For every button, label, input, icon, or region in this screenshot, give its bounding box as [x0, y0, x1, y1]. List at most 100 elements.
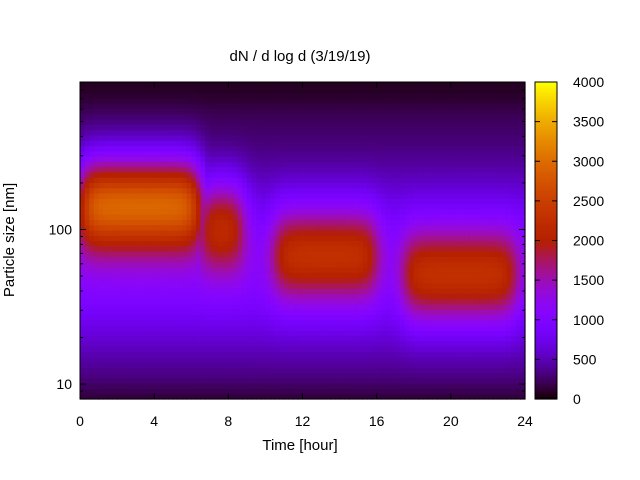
- heatmap-cell: [130, 203, 137, 210]
- heatmap-cell: [399, 108, 406, 115]
- heatmap-cell: [130, 140, 137, 146]
- heatmap-cell: [325, 87, 331, 94]
- heatmap-cell: [413, 277, 419, 284]
- heatmap-cell: [358, 351, 364, 358]
- heatmap-cell: [274, 282, 280, 289]
- heatmap-cell: [265, 256, 271, 263]
- heatmap-cell: [107, 309, 114, 316]
- heatmap-cell: [423, 330, 429, 337]
- heatmap-cell: [311, 372, 318, 379]
- heatmap-cell: [195, 293, 202, 300]
- heatmap-cell: [344, 335, 350, 342]
- heatmap-cell: [307, 298, 313, 305]
- heatmap-cell: [177, 340, 183, 347]
- heatmap-cell: [214, 288, 220, 294]
- heatmap-cell: [344, 198, 350, 205]
- heatmap-cell: [385, 108, 392, 115]
- heatmap-cell: [98, 393, 104, 400]
- heatmap-cell: [348, 303, 355, 310]
- heatmap-cell: [288, 155, 294, 162]
- heatmap-cell: [307, 335, 313, 342]
- heatmap-cell: [321, 362, 327, 368]
- heatmap-cell: [256, 245, 262, 252]
- heatmap-cell: [334, 103, 341, 110]
- heatmap-cell: [256, 330, 262, 337]
- heatmap-cell: [140, 330, 146, 337]
- heatmap-cell: [103, 108, 109, 115]
- heatmap-cell: [181, 335, 188, 342]
- heatmap-cell: [154, 224, 160, 231]
- heatmap-cell: [205, 235, 211, 242]
- heatmap-cell: [181, 266, 188, 273]
- heatmap-cell: [390, 192, 396, 199]
- heatmap-cell: [413, 192, 419, 199]
- heatmap-cell: [200, 240, 206, 247]
- heatmap-cell: [385, 303, 392, 310]
- heatmap-cell: [117, 129, 123, 136]
- heatmap-cell: [80, 108, 86, 115]
- heatmap-cell: [158, 192, 165, 199]
- heatmap-cell: [325, 325, 331, 331]
- heatmap-cell: [200, 367, 206, 374]
- heatmap-cell: [84, 203, 90, 210]
- heatmap-cell: [191, 224, 197, 231]
- heatmap-cell: [126, 203, 132, 210]
- heatmap-cell: [409, 219, 415, 226]
- heatmap-cell: [140, 198, 146, 205]
- heatmap-cell: [232, 319, 239, 326]
- heatmap-cell: [423, 145, 429, 152]
- heatmap-cell: [455, 214, 461, 220]
- heatmap-cell: [260, 309, 267, 316]
- heatmap-cell: [154, 293, 160, 300]
- heatmap-cell: [339, 288, 345, 294]
- heatmap-cell: [163, 272, 169, 279]
- heatmap-cell: [256, 155, 262, 162]
- heatmap-cell: [436, 87, 443, 94]
- heatmap-cell: [293, 335, 299, 342]
- heatmap-cell: [334, 319, 341, 326]
- heatmap-cell: [325, 356, 331, 363]
- heatmap-cell: [205, 208, 211, 215]
- heatmap-cell: [172, 166, 178, 173]
- heatmap-cell: [80, 224, 86, 231]
- heatmap-cell: [158, 325, 165, 331]
- heatmap-cell: [409, 177, 415, 183]
- heatmap-cell: [154, 155, 160, 162]
- heatmap-cell: [80, 235, 86, 242]
- heatmap-cell: [112, 240, 118, 247]
- heatmap-cell: [135, 92, 141, 99]
- heatmap-cell: [98, 325, 104, 331]
- heatmap-cell: [395, 303, 401, 310]
- heatmap-cell: [413, 309, 419, 316]
- heatmap-cell: [334, 367, 341, 374]
- heatmap-cell: [348, 214, 355, 220]
- heatmap-cell: [325, 319, 331, 326]
- heatmap-cell: [450, 362, 457, 368]
- heatmap-cell: [112, 198, 118, 205]
- heatmap-cell: [381, 325, 387, 331]
- heatmap-cell: [93, 224, 100, 231]
- heatmap-cell: [409, 367, 415, 374]
- heatmap-cell: [325, 229, 331, 236]
- heatmap-cell: [362, 113, 368, 120]
- heatmap-cell: [423, 277, 429, 284]
- heatmap-cell: [330, 251, 336, 257]
- heatmap-cell: [177, 261, 183, 268]
- heatmap-cell: [432, 203, 438, 210]
- heatmap-cell: [385, 124, 392, 131]
- heatmap-cell: [186, 161, 192, 168]
- heatmap-cell: [195, 124, 202, 131]
- heatmap-cell: [423, 282, 429, 289]
- heatmap-cell: [362, 161, 368, 168]
- heatmap-cell: [265, 388, 271, 395]
- heatmap-cell: [205, 124, 211, 131]
- heatmap-cell: [441, 330, 447, 337]
- heatmap-cell: [311, 150, 318, 157]
- heatmap-cell: [117, 108, 123, 115]
- heatmap-cell: [89, 82, 95, 88]
- heatmap-cell: [311, 92, 318, 99]
- heatmap-cell: [413, 150, 419, 157]
- heatmap-cell: [223, 282, 229, 289]
- heatmap-cell: [177, 293, 183, 300]
- heatmap-cell: [399, 161, 406, 168]
